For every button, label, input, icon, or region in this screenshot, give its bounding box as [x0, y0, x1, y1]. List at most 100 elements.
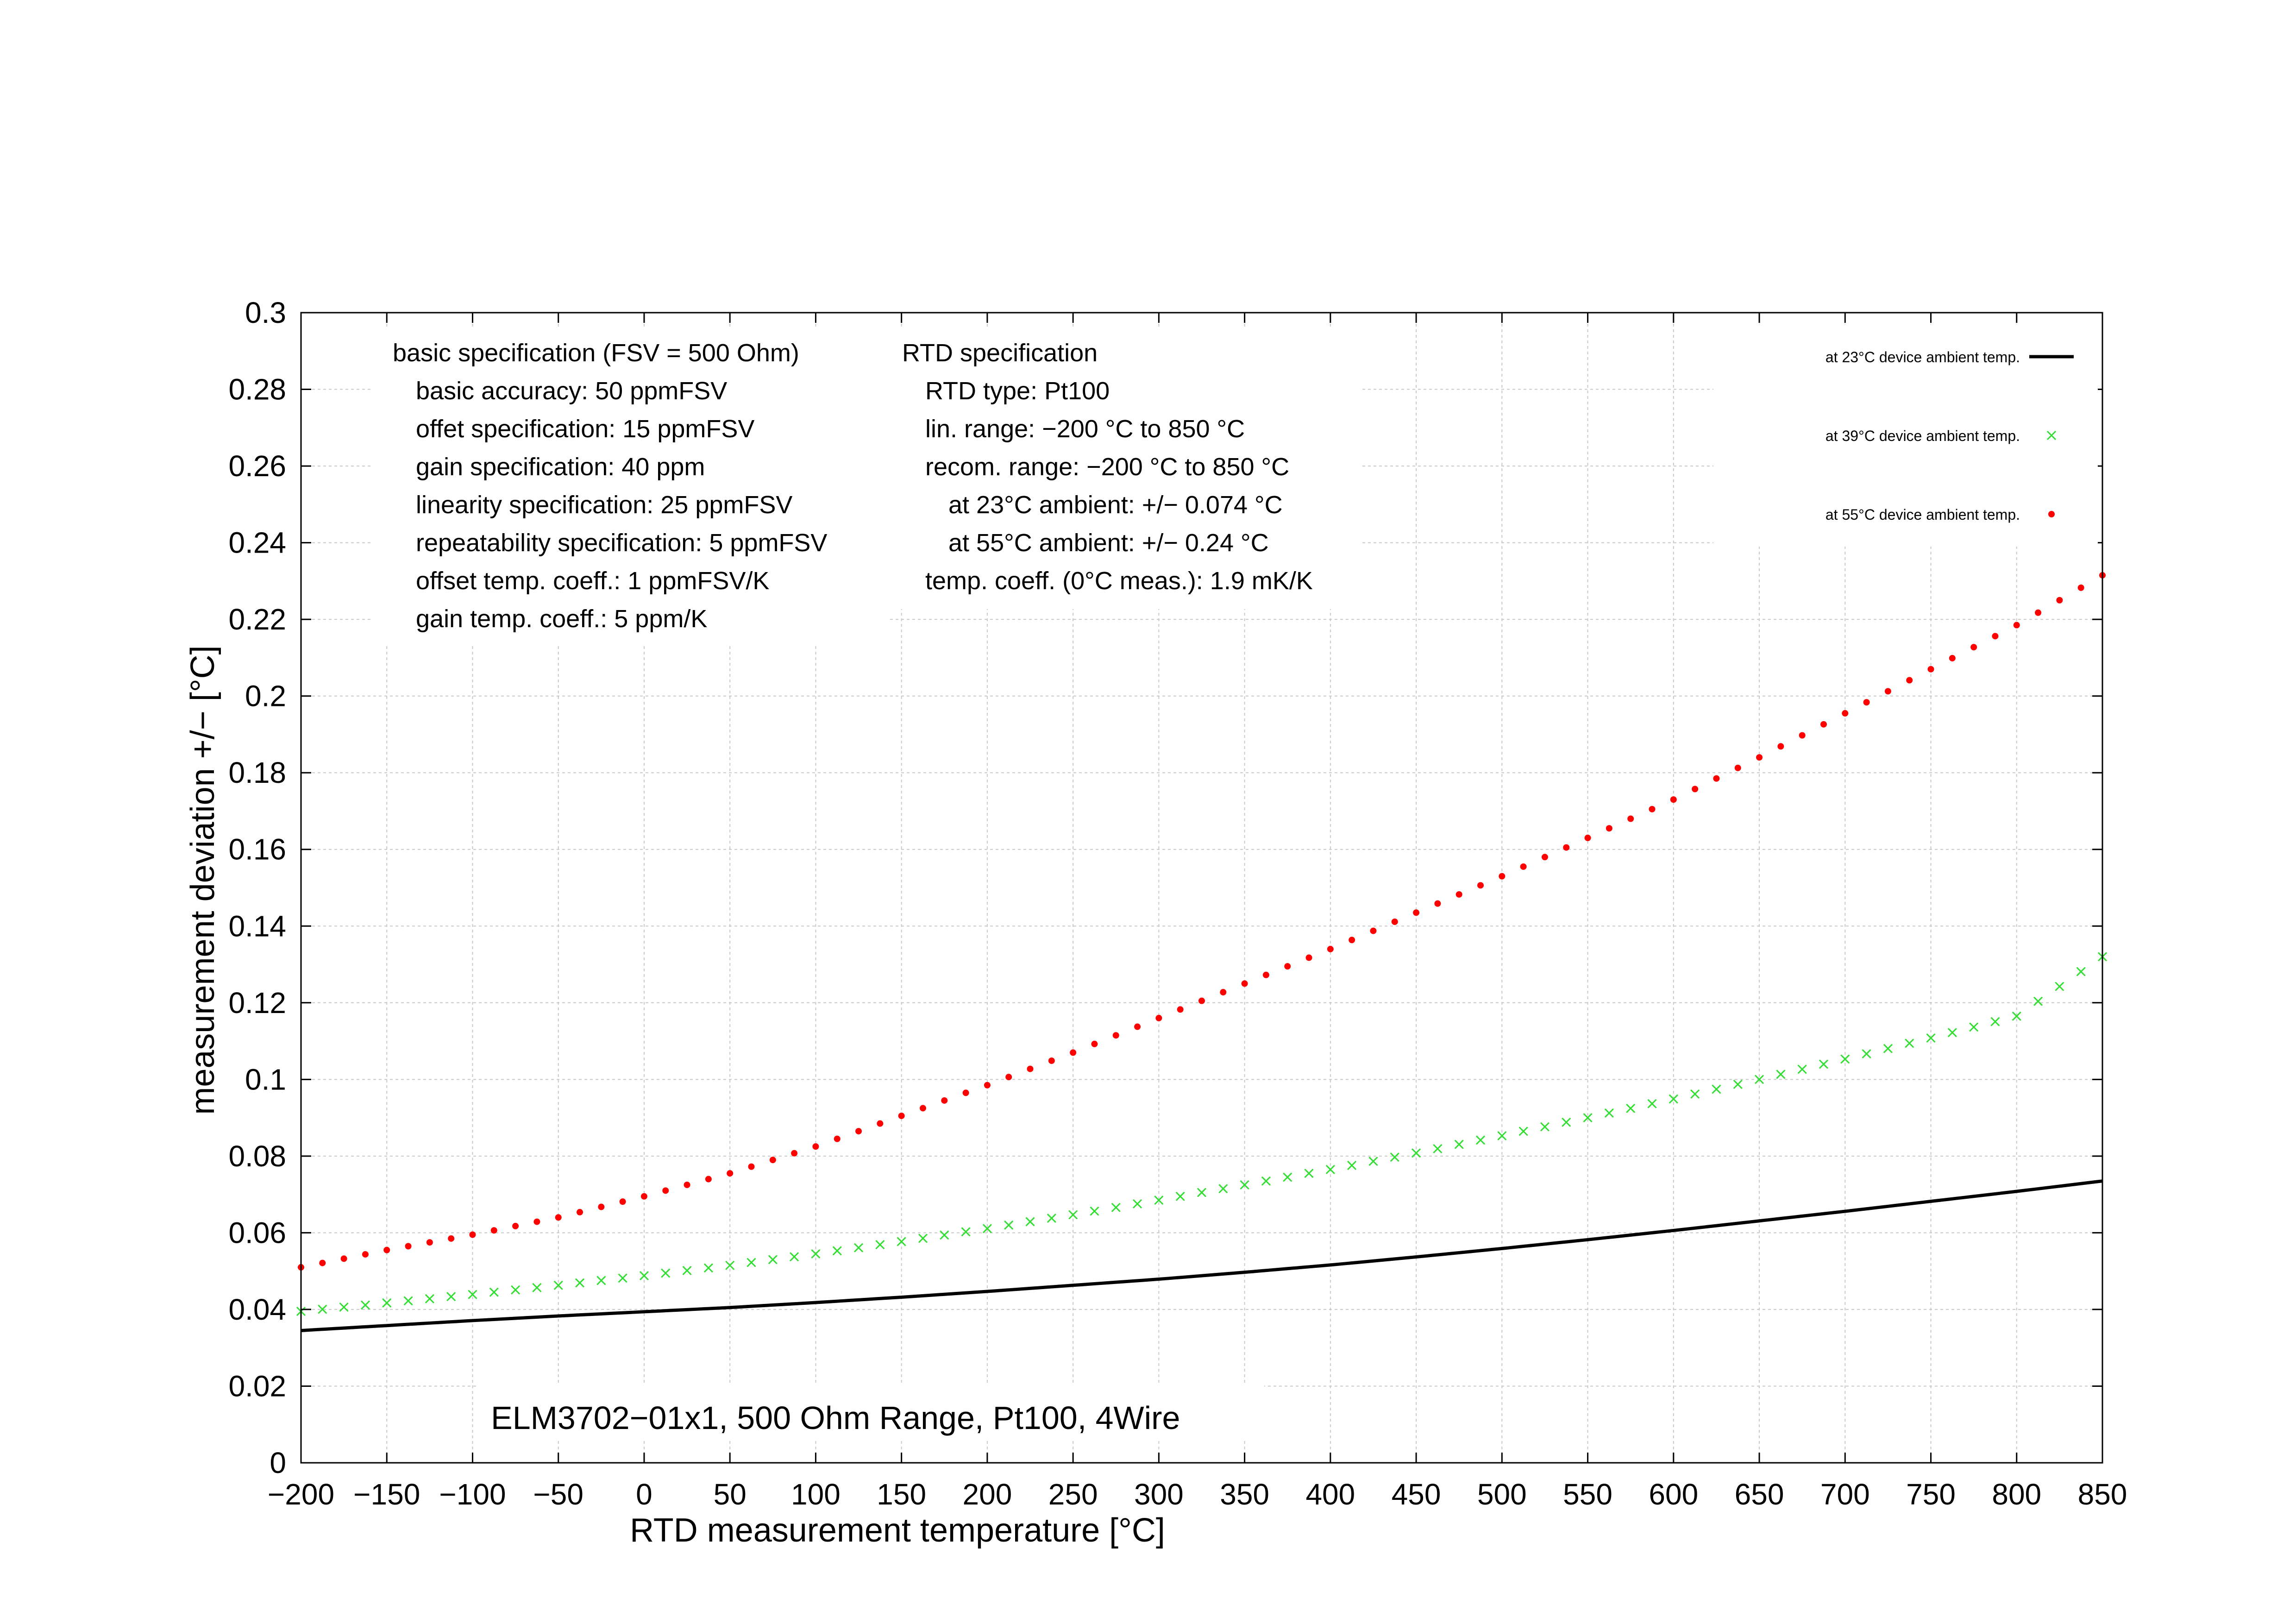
data-point — [340, 1255, 347, 1262]
cross-stroke — [468, 1290, 477, 1299]
data-point — [1327, 945, 1334, 952]
legend-label: at 39°C device ambient temp. — [1826, 428, 2020, 444]
rtd-spec-line: temp. coeff. (0°C meas.): 1.9 mK/K — [925, 567, 1313, 595]
data-point — [1584, 834, 1591, 841]
data-point — [1756, 754, 1763, 761]
rtd-spec-annotation: RTD specification RTD type: Pt100 lin. r… — [902, 339, 1313, 595]
data-point — [362, 1251, 369, 1258]
cross-stroke — [360, 1300, 370, 1310]
legend-label: at 23°C device ambient temp. — [1826, 349, 2020, 365]
data-point — [1606, 825, 1612, 832]
data-point — [619, 1198, 626, 1205]
data-point — [1347, 1160, 1357, 1170]
data-point — [984, 1082, 991, 1089]
data-point — [1842, 710, 1849, 717]
cross-stroke — [1090, 1206, 1099, 1216]
cross-stroke — [790, 1252, 799, 1262]
data-point — [639, 1271, 649, 1281]
x-axis: −200 −150 −100 −50 0 50 100 150 200 250 300 350 400 4… — [268, 313, 2127, 1511]
cross-stroke — [1840, 1054, 1850, 1064]
basic-spec-heading: basic specification (FSV = 500 Ohm) — [393, 339, 799, 367]
y-axis: 0 0.02 0.04 0.06 0.08 0.1 0.12 0.14 0.16 0.18 0.2 0… — [228, 296, 2102, 1479]
x-tick-label: 750 — [1906, 1478, 1956, 1511]
x-tick-label: −150 — [353, 1478, 420, 1511]
x-tick-label: 650 — [1735, 1478, 1784, 1511]
data-point — [1563, 844, 1570, 851]
cross-stroke — [1047, 1213, 1056, 1223]
x-tick-label: 700 — [1820, 1478, 1870, 1511]
rtd-spec-line: recom. range: −200 °C to 850 °C — [925, 453, 1289, 481]
data-point — [1670, 796, 1677, 803]
cross-stroke — [1647, 1099, 1657, 1108]
data-point — [1518, 1127, 1528, 1136]
data-point — [383, 1246, 390, 1253]
data-point — [2012, 1011, 2021, 1021]
cross-stroke — [2046, 430, 2057, 441]
data-point — [469, 1231, 476, 1238]
data-point — [1175, 1191, 1185, 1201]
cross-stroke — [682, 1265, 692, 1275]
data-point — [1111, 1202, 1121, 1212]
cross-stroke — [875, 1240, 885, 1250]
data-point — [768, 1255, 778, 1265]
cross-stroke — [318, 1304, 327, 1314]
y-tick-label: 0.08 — [228, 1139, 286, 1173]
data-point — [1692, 786, 1699, 793]
data-point — [1970, 644, 1977, 651]
data-point — [940, 1230, 949, 1240]
data-point — [1840, 1054, 1850, 1064]
basic-spec-line: offet specification: 15 ppmFSV — [416, 415, 754, 443]
data-point — [1949, 655, 1956, 661]
x-tick-label: 550 — [1563, 1478, 1612, 1511]
plot-frame — [300, 312, 2103, 1464]
cross-stroke — [639, 1271, 649, 1281]
data-point — [1713, 775, 1720, 782]
cross-stroke — [2055, 982, 2064, 991]
cross-stroke — [1797, 1064, 1807, 1074]
data-point — [1413, 909, 1420, 916]
data-point — [1733, 1079, 1743, 1089]
basic-spec-line: basic accuracy: 50 ppmFSV — [416, 377, 727, 405]
data-point — [532, 1283, 542, 1292]
data-point — [1754, 1075, 1764, 1084]
data-point — [1154, 1195, 1164, 1205]
data-point — [1777, 743, 1784, 750]
data-point — [1520, 863, 1527, 870]
y-tick-label: 0.06 — [228, 1216, 286, 1249]
cross-stroke — [1604, 1108, 1614, 1118]
data-point — [575, 1278, 585, 1288]
data-point — [897, 1237, 906, 1246]
data-point — [446, 1292, 456, 1302]
data-point — [489, 1287, 499, 1297]
cross-stroke — [339, 1302, 349, 1312]
cross-stroke — [382, 1298, 392, 1308]
data-point — [1455, 891, 1462, 898]
basic-spec-annotation: basic specification (FSV = 500 Ohm) basi… — [393, 339, 827, 633]
data-point — [855, 1128, 862, 1135]
basic-spec-line: gain temp. coeff.: 5 ppm/K — [416, 605, 707, 633]
x-tick-label: 300 — [1134, 1478, 1184, 1511]
data-point — [898, 1112, 905, 1119]
data-point — [1647, 1099, 1657, 1108]
data-point — [1649, 806, 1656, 812]
x-tick-label: 200 — [963, 1478, 1012, 1511]
data-point — [403, 1296, 413, 1306]
y-tick-label: 0.3 — [245, 296, 286, 329]
data-point — [1669, 1094, 1678, 1104]
data-point — [1112, 1032, 1119, 1039]
cross-stroke — [897, 1237, 906, 1246]
x-tick-label: 850 — [2078, 1478, 2127, 1511]
cross-stroke — [1712, 1084, 1721, 1094]
cross-stroke — [596, 1276, 606, 1285]
x-tick-label: 400 — [1305, 1478, 1355, 1511]
data-point — [1134, 1023, 1141, 1030]
data-point — [1454, 1139, 1464, 1149]
legend-dot-sample — [2048, 511, 2055, 517]
data-point — [1390, 1152, 1399, 1162]
basic-spec-line: repeatability specification: 5 ppmFSV — [416, 529, 827, 557]
cross-stroke — [1475, 1135, 1486, 1145]
data-point — [1349, 937, 1355, 944]
data-point — [425, 1294, 434, 1303]
data-point — [1604, 1108, 1614, 1118]
